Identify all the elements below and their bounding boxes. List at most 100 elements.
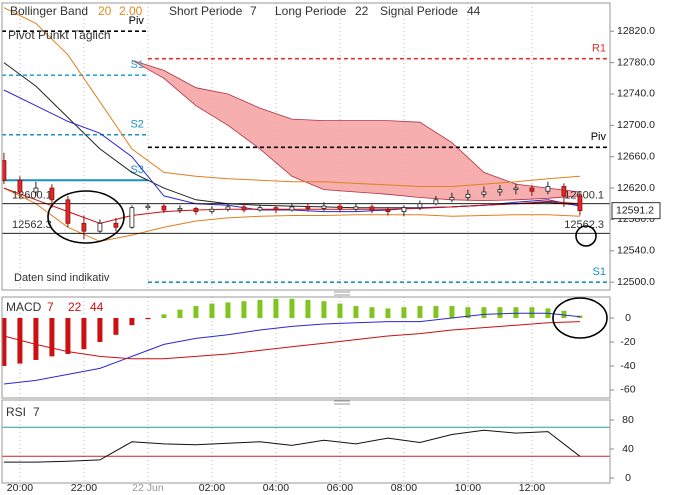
candle-body <box>321 205 327 209</box>
panel-title: RSI <box>6 405 26 419</box>
histogram-bar <box>193 305 199 318</box>
candle-body <box>193 208 199 212</box>
candle-body <box>497 189 503 193</box>
histogram-bar <box>1 317 7 366</box>
histogram-bar <box>353 305 359 318</box>
histogram-bar <box>449 305 455 318</box>
pivot-label: S1 <box>130 59 143 71</box>
candle-body <box>177 208 183 211</box>
panel-param: 22 <box>68 300 82 314</box>
pivot-label: S1 <box>593 266 606 278</box>
candle-body <box>545 186 551 192</box>
y-tick-label: 12740.0 <box>617 88 655 100</box>
histogram-bar <box>401 307 407 318</box>
candle-body <box>561 186 567 197</box>
candle-body <box>33 187 39 193</box>
candle-body <box>433 199 439 205</box>
candle-body <box>49 187 55 201</box>
histogram-bar <box>481 307 487 318</box>
price-label: 12600.1 <box>12 190 52 202</box>
candle-body <box>113 222 119 228</box>
macd-panel-frame <box>1 296 611 399</box>
cloud-area <box>131 59 581 202</box>
indicator-param: 20 <box>98 4 112 18</box>
histogram-bar <box>49 317 55 357</box>
candle-body <box>145 205 151 209</box>
x-tick-label: 22:00 <box>71 482 97 494</box>
y-tick-label: 0 <box>625 472 631 484</box>
histogram-bar <box>577 315 583 318</box>
x-tick-label: 12:00 <box>519 482 545 494</box>
histogram-bar <box>497 307 503 318</box>
candle-body <box>161 205 167 211</box>
x-tick-label: 04:00 <box>263 482 289 494</box>
candle-body <box>337 205 343 210</box>
last-price-box <box>611 202 661 220</box>
candle-body <box>481 191 487 195</box>
panel-grips <box>334 291 350 405</box>
indicator-param: 2.00 <box>119 4 143 18</box>
note: Daten sind indikativ <box>14 272 110 284</box>
x-tick-label: 06:00 <box>327 482 353 494</box>
histogram-bar <box>273 298 279 318</box>
y-tick-label: 12620.0 <box>617 182 655 194</box>
candle-body <box>353 206 359 210</box>
candle-body <box>465 193 471 198</box>
x-tick-label: 10:00 <box>455 482 481 494</box>
x-tick-label: 08:00 <box>391 482 417 494</box>
panel-param: 7 <box>33 405 40 419</box>
histogram-bar <box>257 299 263 318</box>
pivot-label: R1 <box>592 43 606 55</box>
histogram-bar <box>97 317 103 342</box>
candle-body <box>209 208 215 212</box>
annotation-circle <box>575 225 597 247</box>
pivot-label: Piv <box>129 15 145 27</box>
histogram-bar <box>161 314 167 318</box>
candle-body <box>97 222 103 232</box>
histogram-bar <box>513 307 519 318</box>
y-tick-label: 12660.0 <box>617 150 655 162</box>
indicator-label: Bollinger Band <box>10 4 88 18</box>
candle-body <box>129 207 135 228</box>
candle-body <box>1 160 7 181</box>
candle-body <box>65 199 71 224</box>
candle-body <box>81 222 87 232</box>
panel-title: MACD <box>6 300 42 314</box>
histogram-bar <box>337 303 343 318</box>
pivot-label: Piv <box>591 131 607 143</box>
candle-body <box>241 206 247 211</box>
histogram-bar <box>241 301 247 318</box>
price-label: 12562.3 <box>12 219 52 231</box>
candle-body <box>17 179 23 193</box>
candle-body <box>513 187 519 191</box>
annotation-circle <box>47 190 125 244</box>
candle-body <box>417 203 423 209</box>
candle-body <box>449 197 455 201</box>
candle-body <box>529 187 535 192</box>
y-tick-label: 12780.0 <box>617 56 655 68</box>
indicator-line <box>3 321 580 360</box>
histogram-bar <box>417 305 423 318</box>
histogram-bar <box>225 302 231 318</box>
candle-body <box>385 209 391 212</box>
histogram-bar <box>129 317 135 326</box>
annotation-circle <box>552 297 608 339</box>
pivot-label: S3 <box>130 164 143 176</box>
histogram-bar <box>209 303 215 318</box>
y-tick-label: 12540.0 <box>617 245 655 257</box>
histogram-bar <box>113 317 119 335</box>
candle-body <box>225 206 231 210</box>
x-tick-label: 02:00 <box>199 482 225 494</box>
y-tick-label: 12700.0 <box>617 119 655 131</box>
y-tick-label: 0 <box>625 312 631 324</box>
x-tick-label: 20:00 <box>7 482 33 494</box>
indicator-line <box>3 312 580 385</box>
histogram-bar <box>177 309 183 318</box>
indicator-label: Long Periode <box>275 4 347 18</box>
indicator-label: Short Periode <box>169 4 243 18</box>
y-tick-label: 12500.0 <box>617 276 655 288</box>
plot-layer: 20:00 22:00 22 Jun 02:00 04:00 06:00 08:00 10:0… <box>1 7 661 494</box>
indicator-label: Signal Periode <box>380 4 458 18</box>
